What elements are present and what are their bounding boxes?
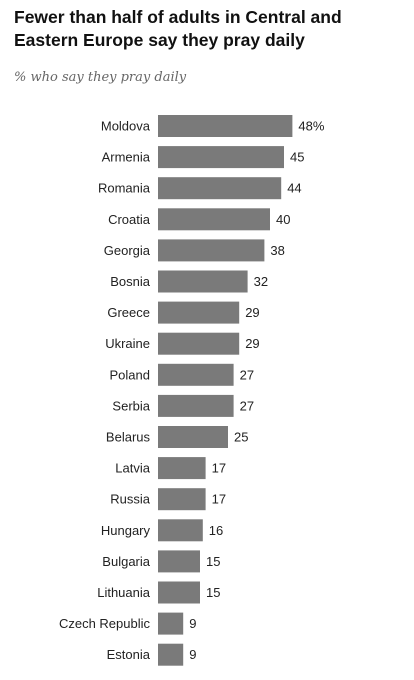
category-label: Russia [110, 492, 151, 507]
value-label: 38 [270, 243, 284, 258]
bar [158, 519, 203, 542]
value-label: 15 [206, 554, 220, 569]
bar [158, 146, 284, 169]
category-label: Estonia [107, 647, 151, 662]
bar [158, 270, 248, 293]
category-label: Latvia [115, 461, 150, 476]
value-label: 44 [287, 181, 301, 196]
category-label: Hungary [101, 523, 151, 538]
category-label: Bosnia [110, 274, 151, 289]
chart-subtitle: % who say they pray daily [14, 70, 187, 85]
category-label: Greece [107, 305, 150, 320]
value-label: 27 [240, 398, 254, 413]
category-label: Ukraine [105, 336, 150, 351]
category-label: Czech Republic [59, 616, 151, 631]
category-label: Georgia [104, 243, 151, 258]
bar [158, 239, 265, 262]
value-label: 40 [276, 212, 290, 227]
bar [158, 208, 270, 231]
bar [158, 177, 282, 200]
value-label: 29 [245, 336, 259, 351]
bar [158, 550, 200, 573]
bar [158, 612, 184, 635]
category-label: Poland [110, 367, 150, 382]
bar [158, 363, 234, 386]
value-label: 48% [298, 119, 324, 134]
bar [158, 488, 206, 511]
bar [158, 457, 206, 480]
bar [158, 332, 240, 355]
chart-title: Fewer than half of adults in Central and… [14, 7, 342, 50]
category-label: Armenia [102, 150, 151, 165]
value-label: 15 [206, 585, 220, 600]
category-label: Bulgaria [102, 554, 150, 569]
category-label: Romania [98, 181, 151, 196]
bar [158, 426, 228, 448]
value-label: 17 [212, 492, 226, 507]
value-label: 27 [240, 367, 254, 382]
value-label: 16 [209, 523, 223, 538]
value-label: 9 [189, 616, 196, 631]
category-label: Serbia [112, 398, 150, 413]
category-label: Lithuania [97, 585, 151, 600]
bar [158, 581, 200, 604]
bar [158, 115, 293, 137]
category-label: Croatia [108, 212, 151, 227]
bar [158, 301, 240, 324]
value-label: 32 [254, 274, 268, 289]
bar [158, 643, 184, 666]
value-label: 17 [212, 461, 226, 476]
value-label: 29 [245, 305, 259, 320]
value-label: 9 [189, 647, 196, 662]
value-label: 25 [234, 430, 248, 445]
category-label: Belarus [106, 430, 151, 445]
category-label: Moldova [101, 119, 151, 134]
bar [158, 394, 234, 417]
value-label: 45 [290, 150, 304, 165]
